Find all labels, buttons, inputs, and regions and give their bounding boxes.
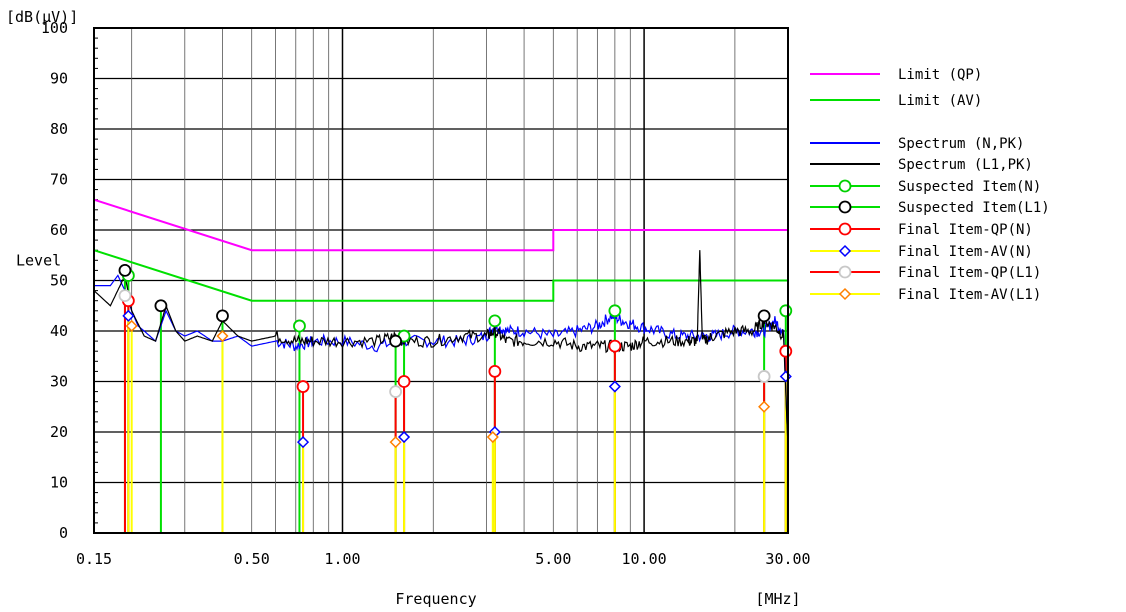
legend-item-final-item-qp-l1: Final Item-QP(L1) (810, 265, 1041, 281)
suspected-item-n-marker (608, 304, 622, 318)
legend-label: Final Item-AV(L1) (898, 287, 1041, 303)
y-tick-label: 30 (50, 373, 68, 391)
legend-label: Final Item-QP(N) (898, 222, 1033, 238)
legend-item-suspected-item-n: Suspected Item(N) (810, 179, 1041, 195)
final-item-qp-n-marker (397, 375, 411, 388)
final-item-av-n-marker (779, 370, 792, 383)
x-tick-label: 1.00 (324, 550, 360, 568)
final-item-qp-n-marker (608, 339, 622, 353)
final-item-av-l1-marker (486, 430, 499, 444)
y-tick-label: 100 (41, 19, 68, 37)
legend-label: Spectrum (L1,PK) (898, 157, 1033, 173)
final-item-qp-n-marker (488, 364, 502, 378)
legend-item-final-item-av-l1: Final Item-AV(L1) (810, 287, 1041, 303)
y-tick-label: 0 (59, 524, 68, 542)
legend-marker (838, 244, 852, 258)
legend-item-suspected-item-l1: Suspected Item(L1) (810, 200, 1050, 216)
legend-label: Limit (QP) (898, 67, 982, 83)
legend-marker (838, 265, 852, 279)
legend-label: Suspected Item(N) (898, 179, 1041, 195)
legend-label: Suspected Item(L1) (898, 200, 1050, 216)
y-tick-label: 50 (50, 272, 68, 290)
legend-label: Final Item-AV(N) (898, 244, 1033, 260)
legend-item-limit-qp: Limit (QP) (810, 67, 982, 83)
final-item-qp-n-marker (296, 380, 310, 393)
legend-item-final-item-av-n: Final Item-AV(N) (810, 244, 1033, 260)
suspected-item-l1-marker (118, 263, 132, 277)
measurement-markers (118, 263, 793, 449)
x-axis-label: Frequency (395, 590, 476, 608)
x-tick-label: 30.00 (765, 550, 810, 568)
y-tick-label: 90 (50, 70, 68, 88)
legend-marker (838, 200, 852, 214)
final-item-av-n-marker (608, 380, 621, 393)
plot-frame (93, 27, 789, 534)
legend-label: Final Item-QP(L1) (898, 265, 1041, 281)
final-item-qp-n-marker (779, 344, 793, 358)
y-tick-label: 60 (50, 221, 68, 239)
legend-item-spectrum-l1-pk: Spectrum (L1,PK) (810, 157, 1033, 173)
final-item-av-n-marker (397, 430, 411, 444)
legend-item-final-item-qp-n: Final Item-QP(N) (810, 222, 1033, 238)
x-tick-label: 5.00 (535, 550, 571, 568)
spectrum-l1-pk-trace (93, 250, 789, 448)
legend: Limit (QP) Limit (AV) Spectrum (N,PK) Spect… (810, 67, 1050, 303)
x-tick-label: 0.15 (76, 550, 112, 568)
limit-av-line (93, 249, 788, 302)
legend-label: Limit (AV) (898, 93, 982, 109)
suspected-item-l1-marker (757, 309, 771, 323)
suspected-item-n-marker (293, 319, 306, 333)
tick-labels: 0 10 20 30 40 50 60 70 80 90 100 0.15 0.50 1.00 5.00 10… (41, 19, 811, 568)
final-item-qp-l1-marker (757, 370, 771, 383)
limit-qp-line (93, 198, 788, 252)
y-tick-label: 40 (50, 322, 68, 340)
spectrum-traces (93, 250, 789, 448)
suspected-item-l1-marker (389, 334, 403, 348)
final-item-av-l1-marker (758, 400, 771, 413)
final-item-av-l1-marker (389, 436, 402, 449)
limit-lines (93, 198, 788, 302)
final-item-av-n-marker (296, 436, 310, 449)
legend-marker (838, 179, 852, 193)
x-unit-label: [MHz] (755, 590, 800, 608)
suspected-item-n-marker (779, 304, 793, 318)
suspected-item-n-marker (488, 314, 502, 328)
final-item-av-l1-marker (216, 329, 229, 343)
x-tick-label: 0.50 (234, 550, 270, 568)
final-item-av-n-marker (122, 309, 135, 322)
legend-item-limit-av: Limit (AV) (810, 93, 982, 109)
suspected-item-l1-marker (154, 299, 168, 313)
final-item-av-l1-marker (125, 319, 138, 333)
y-tick-label: 70 (50, 171, 68, 189)
y-unit-label: [dB(µV)] (6, 8, 78, 26)
final-item-qp-l1-marker (389, 385, 403, 399)
y-tick-label: 20 (50, 423, 68, 441)
legend-item-spectrum-n-pk: Spectrum (N,PK) (810, 136, 1024, 152)
x-tick-label: 10.00 (622, 550, 667, 568)
y-axis-label: Level (16, 251, 61, 269)
legend-marker (838, 287, 852, 301)
y-tick-label: 80 (50, 120, 68, 138)
final-item-qp-l1-marker (118, 289, 132, 303)
legend-label: Spectrum (N,PK) (898, 136, 1024, 152)
suspected-item-l1-marker (216, 309, 229, 323)
legend-marker (838, 222, 852, 236)
y-tick-label: 10 (50, 474, 68, 492)
